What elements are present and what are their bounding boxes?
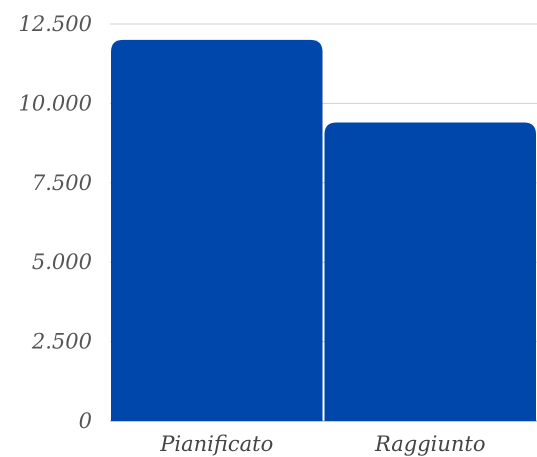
y-tick-label: 2.500 <box>31 330 92 354</box>
y-tick-label: 12.500 <box>19 12 92 36</box>
y-tick-label: 7.500 <box>32 171 92 195</box>
x-category-label-pianificato: Pianificato <box>159 432 273 456</box>
bar-pianificato <box>111 39 323 421</box>
y-tick-label: 5.000 <box>32 250 92 274</box>
bars <box>111 39 536 422</box>
x-axis-category-labels: Pianificato Raggiunto <box>159 432 485 456</box>
y-tick-label: 0 <box>79 409 92 433</box>
y-axis-tick-labels: 0 2.500 5.000 7.500 10.000 12.500 <box>19 12 92 433</box>
x-category-label-raggiunto: Raggiunto <box>374 432 486 456</box>
bar-raggiunto <box>324 122 536 422</box>
y-tick-label: 10.000 <box>19 91 92 115</box>
